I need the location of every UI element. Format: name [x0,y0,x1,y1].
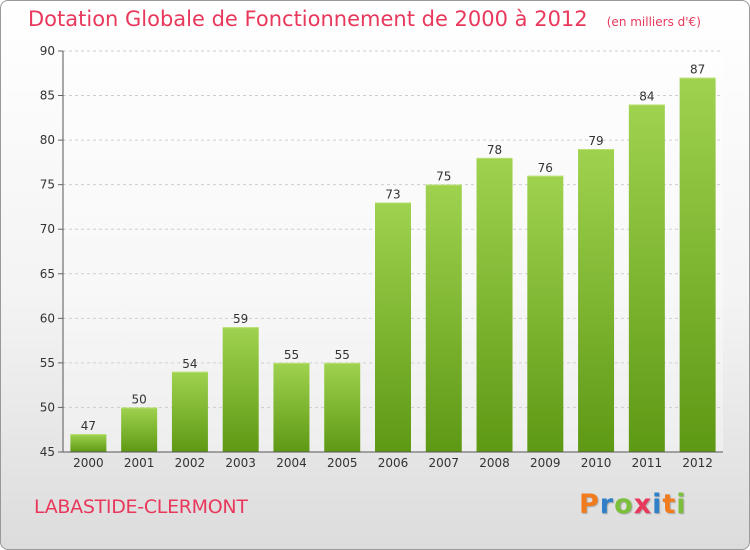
bar [121,407,158,452]
y-tick-label: 70 [40,222,55,236]
bar [628,104,665,452]
bar-value-label: 87 [690,63,705,77]
y-tick-label: 45 [40,445,55,459]
x-tick-label: 2009 [530,456,561,470]
x-tick-label: 2002 [175,456,206,470]
bar-value-label: 78 [487,143,502,157]
x-tick-label: 2011 [632,456,663,470]
bar [578,149,615,452]
unit-label: (en milliers d'€) [606,15,701,29]
bar-value-label: 50 [132,392,147,406]
y-tick-label: 55 [40,356,55,370]
logo-letter: o [614,489,634,520]
bar-value-label: 47 [81,419,96,433]
x-tick-label: 2010 [581,456,612,470]
x-tick-label: 2000 [73,456,104,470]
logo-letter: i [652,489,663,520]
x-tick-label: 2001 [124,456,155,470]
logo-letter: r [599,489,615,520]
bar-value-label: 75 [436,170,451,184]
bar [324,362,361,452]
commune-name: LABASTIDE-CLERMONT [34,496,248,518]
x-tick-label: 2006 [378,456,409,470]
bar-value-label: 59 [233,312,248,326]
bar-value-label: 79 [588,134,603,148]
bar-value-label: 55 [335,348,350,362]
x-tick-label: 2012 [682,456,713,470]
bar-value-label: 84 [639,89,654,103]
x-tick-label: 2008 [479,456,510,470]
bar-value-label: 55 [284,348,299,362]
bar [273,362,310,452]
title-row: Dotation Globale de Fonctionnement de 20… [28,7,701,31]
bar [70,434,107,452]
bar-value-label: 54 [182,357,197,371]
y-tick-label: 90 [40,44,55,58]
bar [425,184,462,452]
bar [375,202,411,452]
x-tick-label: 2005 [327,456,358,470]
bar [679,77,716,452]
y-tick-label: 75 [40,178,55,192]
bar [527,175,564,452]
y-tick-label: 50 [40,400,55,414]
x-tick-label: 2004 [276,456,307,470]
bar-value-label: 73 [385,187,400,201]
x-tick-label: 2007 [428,456,459,470]
logo-letter: t [662,489,677,520]
bar-value-label: 76 [538,161,553,175]
y-tick-label: 85 [40,89,55,103]
bar [476,157,513,452]
y-tick-label: 80 [40,133,55,147]
bar [171,371,208,452]
logo-letter: x [633,489,653,520]
bar [222,327,259,452]
chart-title: Dotation Globale de Fonctionnement de 20… [28,7,588,31]
x-tick-label: 2003 [225,456,256,470]
logo-letter: i [676,489,687,520]
proxiti-logo: Proxiti [579,489,687,520]
logo-letter: P [579,489,600,520]
y-tick-label: 65 [40,267,55,281]
y-tick-label: 60 [40,311,55,325]
